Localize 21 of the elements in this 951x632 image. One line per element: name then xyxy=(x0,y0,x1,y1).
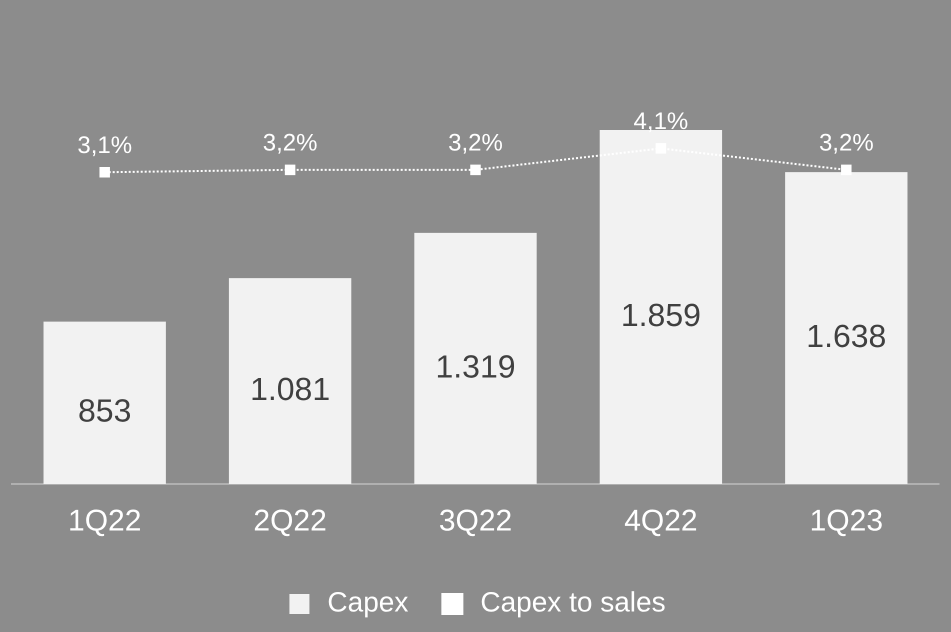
legend-label: Capex to sales xyxy=(480,586,666,618)
x-tick-label: 4Q22 xyxy=(624,504,698,538)
data-label: 3,2% xyxy=(818,129,874,156)
bar xyxy=(785,172,908,484)
bar xyxy=(414,232,537,484)
x-tick-label: 2Q22 xyxy=(253,504,327,538)
x-tick-label: 1Q22 xyxy=(68,504,142,538)
data-label: 3,2% xyxy=(262,129,318,156)
data-label: 4,1% xyxy=(634,108,688,136)
bar xyxy=(44,322,166,484)
data-label: 853 xyxy=(78,392,132,429)
data-label: 3,1% xyxy=(77,132,132,159)
bar xyxy=(228,278,352,484)
data-label: 1.859 xyxy=(620,296,701,333)
x-tick-label: 1Q23 xyxy=(810,504,883,538)
data-label: 1.319 xyxy=(435,348,516,384)
data-label: 3,2% xyxy=(448,129,503,156)
data-label: 1.638 xyxy=(806,318,886,354)
x-tick-label: 3Q22 xyxy=(438,504,512,538)
data-label: 1.081 xyxy=(250,370,330,407)
legend-label: Capex xyxy=(327,586,408,618)
